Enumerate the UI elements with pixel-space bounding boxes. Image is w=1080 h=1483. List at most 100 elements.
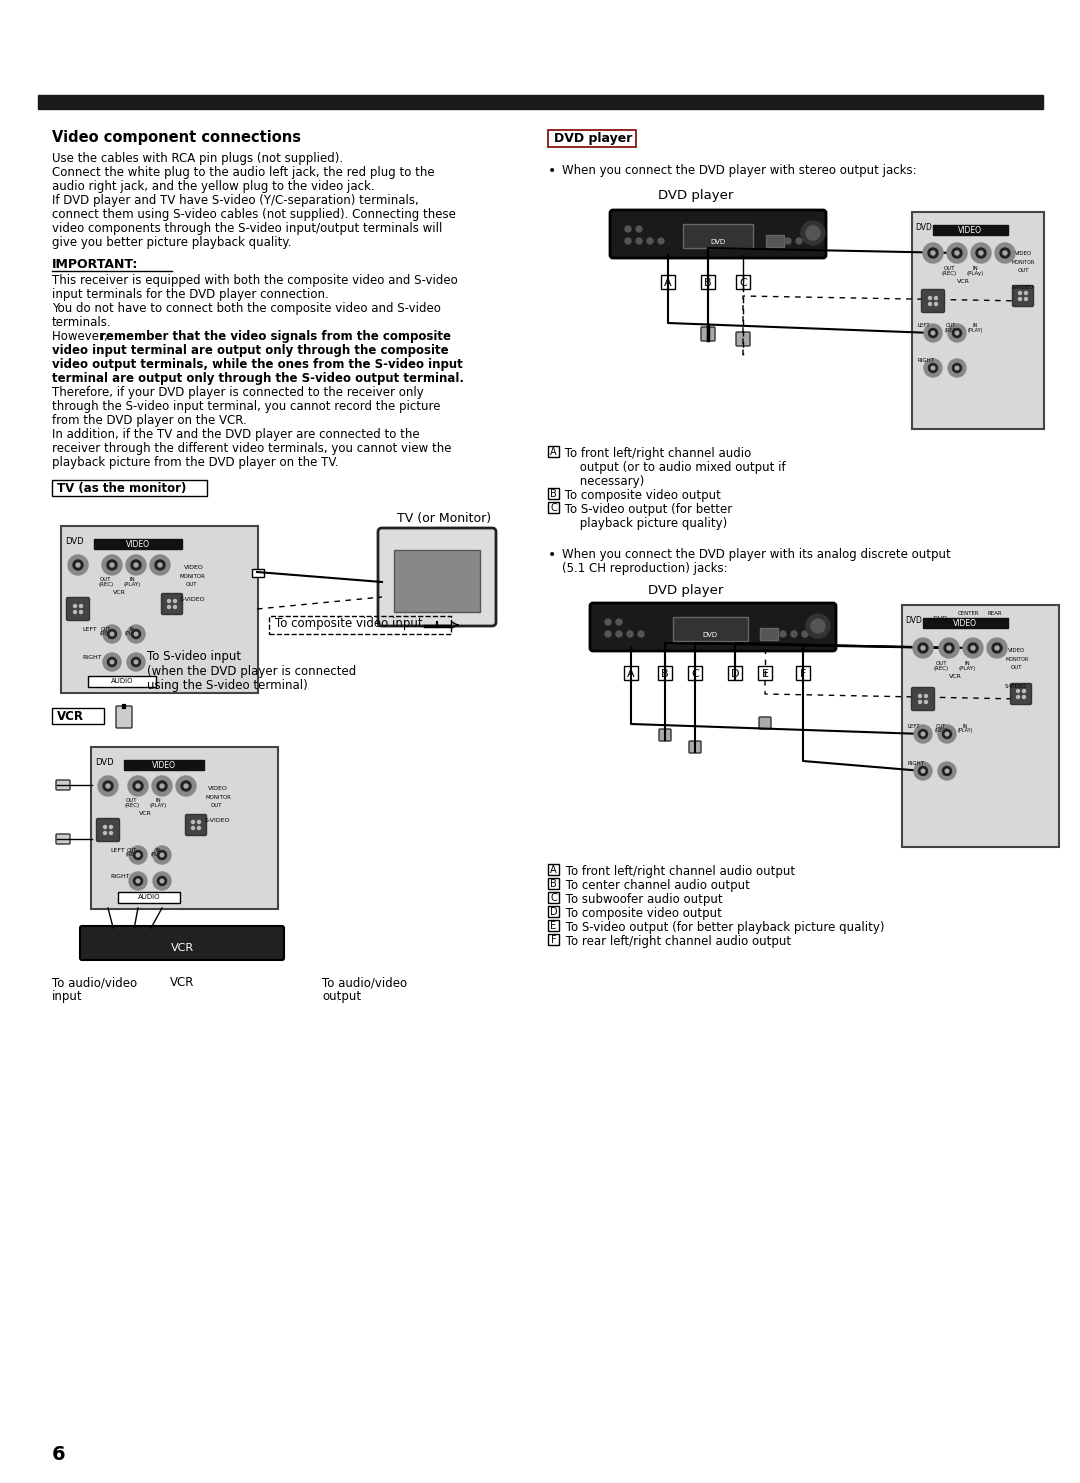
Circle shape [136,785,140,787]
Circle shape [158,876,166,885]
Bar [548,131,636,147]
Text: Therefore, if your DVD player is connected to the receiver only: Therefore, if your DVD player is connect… [52,386,423,399]
Circle shape [658,237,664,245]
FancyBboxPatch shape [1013,286,1034,307]
Circle shape [134,660,138,664]
Circle shape [136,853,139,857]
Circle shape [198,820,201,823]
Circle shape [104,832,107,835]
Text: To S-video output (for better playback picture quality): To S-video output (for better playback p… [562,921,885,934]
Circle shape [976,248,986,258]
Circle shape [918,644,928,653]
Circle shape [931,331,935,335]
Circle shape [955,366,959,369]
Text: DVD: DVD [702,632,717,638]
Text: IN: IN [962,724,968,730]
Bar [548,919,559,931]
Text: OUT: OUT [211,802,222,808]
Circle shape [625,237,631,245]
Text: DVD: DVD [95,758,113,767]
Text: DVD: DVD [65,537,83,546]
Text: VCR: VCR [112,590,125,595]
Circle shape [160,879,164,882]
Circle shape [107,561,117,569]
Text: A: A [664,277,672,288]
Circle shape [1025,298,1027,301]
Text: (REC): (REC) [942,271,957,276]
Text: MONITOR: MONITOR [1012,260,1036,265]
Text: To composite video output: To composite video output [562,908,721,919]
Circle shape [924,323,942,343]
Text: terminal are output only through the S-video output terminal.: terminal are output only through the S-v… [52,372,464,386]
Circle shape [928,248,939,258]
Bar [683,224,753,248]
Text: If DVD player and TV have S-video (Y/C-separation) terminals,: If DVD player and TV have S-video (Y/C-s… [52,194,419,208]
Text: (PLAY): (PLAY) [124,630,139,636]
Circle shape [929,303,931,305]
Circle shape [616,630,622,638]
Bar [933,225,1008,234]
Text: B: B [550,489,557,498]
Circle shape [110,660,113,664]
Circle shape [127,653,145,670]
Text: (REC): (REC) [944,328,958,334]
Circle shape [921,733,924,736]
Text: E: E [761,669,769,679]
Bar [87,676,156,687]
Text: When you connect the DVD player with its analog discrete output: When you connect the DVD player with its… [562,549,950,561]
FancyBboxPatch shape [659,730,671,742]
Circle shape [918,730,928,739]
Circle shape [953,363,961,372]
Text: S-VIDEO: S-VIDEO [180,598,205,602]
Bar [728,666,742,681]
Text: S-VIDEO: S-VIDEO [1005,684,1027,690]
Text: OUT: OUT [126,798,138,802]
Circle shape [801,221,825,245]
Bar [661,274,675,289]
FancyBboxPatch shape [67,598,90,620]
Circle shape [198,826,201,829]
Circle shape [924,700,928,703]
Text: MONITOR: MONITOR [205,795,231,799]
Bar [688,666,702,681]
FancyBboxPatch shape [590,604,836,651]
Circle shape [791,630,797,638]
Circle shape [951,248,962,258]
Circle shape [153,845,171,865]
Text: playback picture quality): playback picture quality) [561,518,727,529]
Text: C: C [550,503,557,513]
Text: LEFT: LEFT [110,848,125,853]
Circle shape [923,243,943,262]
FancyBboxPatch shape [912,688,934,710]
Circle shape [1003,251,1007,255]
Circle shape [152,776,172,796]
Text: IN: IN [972,323,977,328]
Circle shape [76,564,80,567]
Circle shape [802,630,808,638]
Text: Use the cables with RCA pin plugs (not supplied).: Use the cables with RCA pin plugs (not s… [52,151,343,165]
Text: REAR: REAR [988,611,1002,615]
Text: 6: 6 [52,1444,66,1464]
Circle shape [191,820,194,823]
Circle shape [914,725,932,743]
Circle shape [174,605,176,608]
Circle shape [971,647,975,650]
Text: (PLAY): (PLAY) [958,666,975,670]
Text: However,: However, [52,331,111,343]
Text: LEFT: LEFT [908,724,920,730]
Text: When you connect the DVD player with stereo output jacks:: When you connect the DVD player with ste… [562,165,917,176]
Circle shape [98,776,118,796]
FancyBboxPatch shape [56,833,70,844]
Text: VIDEO: VIDEO [208,786,228,790]
Circle shape [136,879,139,882]
Text: AUDIO: AUDIO [138,894,160,900]
Bar [758,666,772,681]
Text: — DVD —: — DVD — [924,615,956,621]
Text: playback picture from the DVD player on the TV.: playback picture from the DVD player on … [52,455,339,469]
Bar [548,878,559,888]
Text: A: A [550,865,557,875]
Bar [624,666,638,681]
FancyBboxPatch shape [912,212,1044,429]
Text: F: F [551,934,556,945]
Bar [766,234,784,248]
